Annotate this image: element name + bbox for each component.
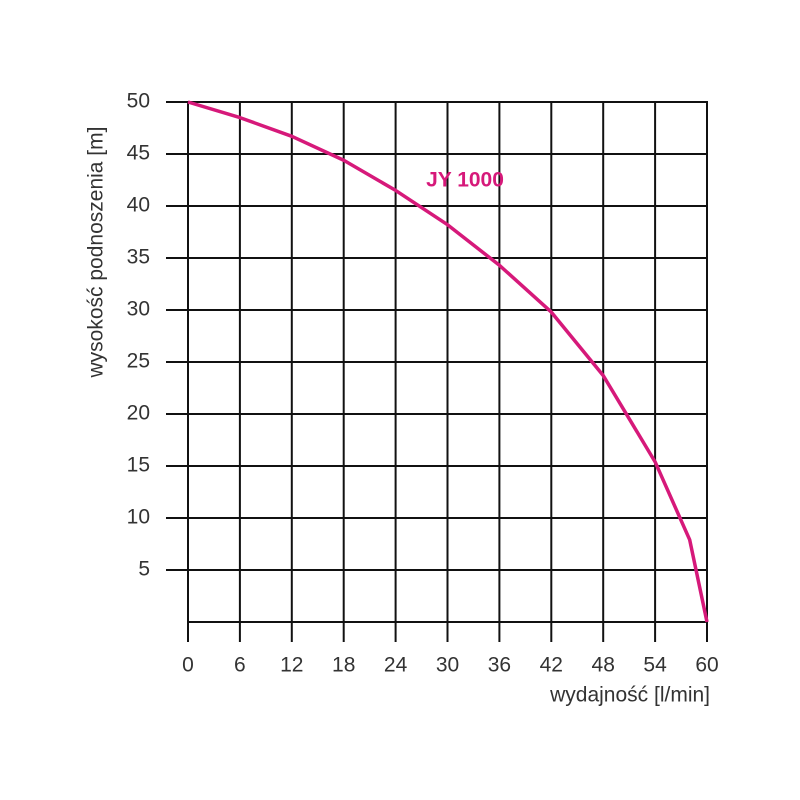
y-tick-label: 35 xyxy=(127,246,150,269)
y-tick-label: 20 xyxy=(127,402,150,425)
x-tick-label: 6 xyxy=(234,654,246,677)
x-axis-label: wydajność [l/min] xyxy=(549,684,710,707)
x-tick-label: 54 xyxy=(643,654,667,677)
y-tick-label: 50 xyxy=(127,90,150,113)
series-label: JY 1000 xyxy=(426,169,504,192)
series-line xyxy=(187,100,709,623)
y-tick-label: 40 xyxy=(127,194,150,217)
x-tick-label: 60 xyxy=(695,654,718,677)
y-tick-label: 30 xyxy=(127,298,150,321)
x-tick-label: 24 xyxy=(384,654,408,677)
x-tick-label: 18 xyxy=(332,654,355,677)
y-tick-label: 45 xyxy=(127,142,150,165)
y-tick-label: 10 xyxy=(127,506,150,529)
y-tick-label: 15 xyxy=(127,454,150,477)
x-tick-label: 48 xyxy=(592,654,615,677)
y-tick-label: 25 xyxy=(127,350,150,373)
x-tick-label: 36 xyxy=(488,654,511,677)
x-tick-label: 30 xyxy=(436,654,459,677)
x-tick-label: 0 xyxy=(182,654,194,677)
y-axis-label: wysokość podnoszenia [m] xyxy=(85,127,108,379)
x-tick-label: 12 xyxy=(280,654,303,677)
y-tick-label: 5 xyxy=(138,558,150,581)
x-tick-label: 42 xyxy=(540,654,563,677)
